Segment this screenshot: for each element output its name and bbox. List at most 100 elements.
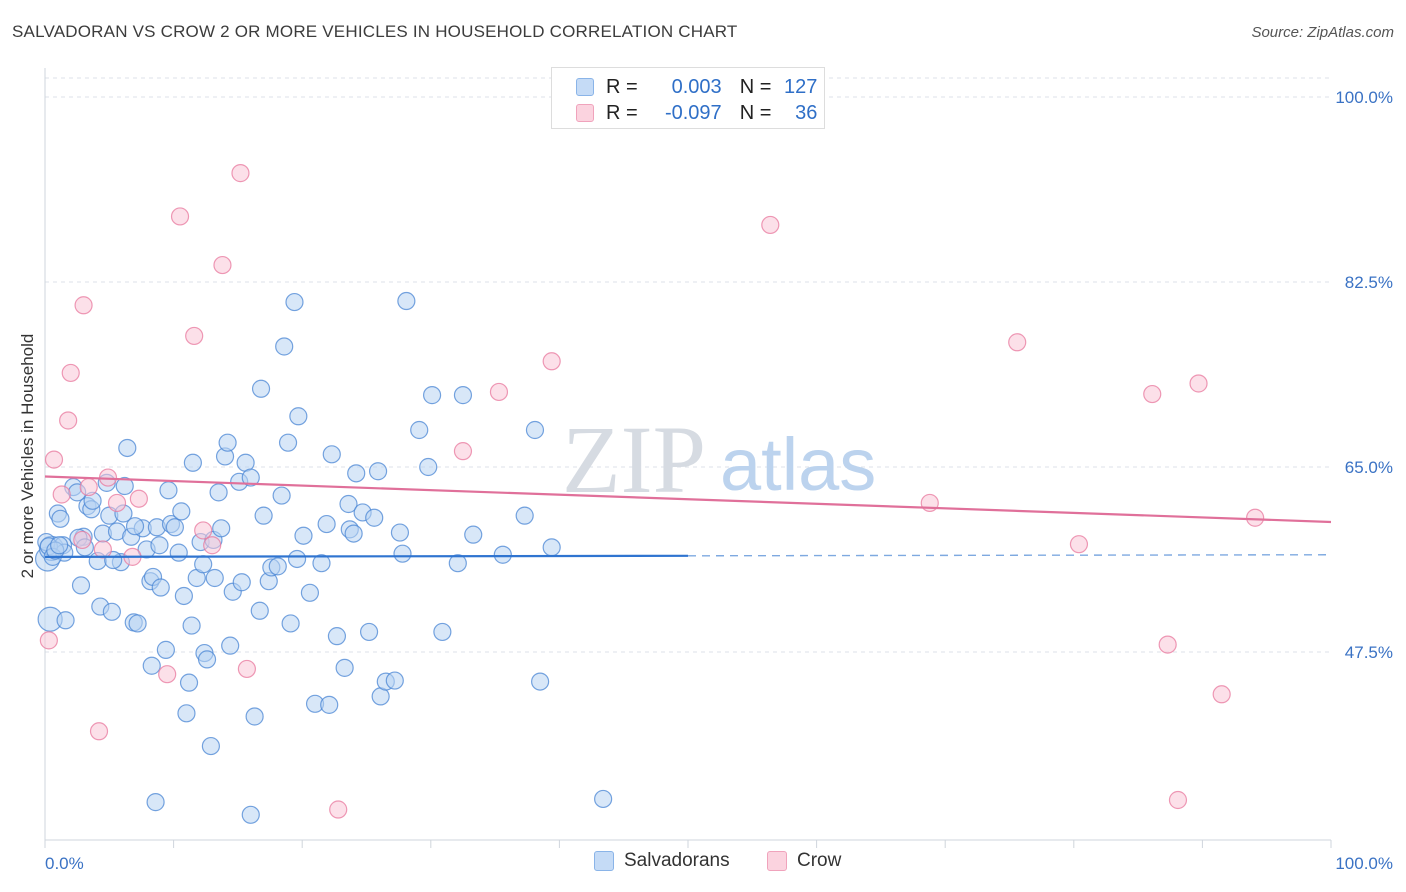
crow-point [194,521,213,540]
crow-point [185,326,204,346]
crow-point [74,296,93,315]
salvadorans-point [422,386,442,405]
salvadorans-point [531,672,550,691]
crow-point [89,722,109,741]
salvadorans-point [50,536,69,555]
legend-item-salvadorans[interactable]: Salvadorans [594,850,730,872]
salvadorans-point [209,483,228,502]
salvadorans-point [254,506,273,525]
crow-point [1189,374,1208,393]
salvadorans-point [183,453,202,472]
crow-point [237,659,257,679]
crow-point [73,530,92,550]
crow-point [1212,685,1231,704]
crow-point [59,411,78,430]
salvadorans-swatch [576,78,594,96]
source-label: Source: ZipAtlas.com [1251,24,1394,41]
salvadorans-point [194,555,213,574]
crow-point [1168,790,1188,810]
legend-item-crow[interactable]: Crow [767,850,841,872]
crow-point [170,207,190,226]
salvadorans-point [218,433,237,452]
crow-point [203,536,222,555]
crow-point [39,631,58,650]
salvadorans-point [365,508,384,527]
grid-lines [45,77,1331,653]
salvadorans-point [71,576,91,595]
n-label: N = [739,101,772,124]
axes [44,68,1332,848]
crow-swatch [576,104,594,122]
salvadorans-point [251,379,271,398]
salvadorans-point [359,622,379,642]
salvadorans-trend-extension [687,554,1332,557]
crow-point [761,215,780,235]
salvadorans-point [393,544,412,563]
salvadorans-point [347,464,366,483]
salvadorans-point [245,707,264,726]
salvadorans-point [464,525,483,544]
legend-label-crow: Crow [797,850,842,871]
salvadorans-point [320,695,339,714]
n-value: 127 [784,75,818,98]
salvadorans-point [317,514,336,534]
bottom-legend: Salvadorans Crow [0,850,1406,878]
salvadorans-point [241,805,260,824]
crow-point [231,164,250,183]
salvadorans-point [182,616,201,635]
crow-point [1158,635,1177,654]
salvadorans-point [212,519,231,538]
salvadorans-point [159,481,178,500]
crow-point [93,540,112,559]
salvadorans-point [410,420,429,440]
r-label: R = [606,75,638,98]
salvadorans-point [344,524,363,543]
salvadorans-point [515,506,534,525]
salvadorans-point [397,291,416,311]
salvadorans-point [278,433,298,452]
salvadorans-point [453,386,473,405]
salvadorans-point [289,407,308,426]
salvadorans-point [493,545,512,564]
salvadorans-point [275,337,294,356]
salvadorans-point [300,583,320,602]
salvadorans-point [542,538,561,557]
crow-point [542,352,561,371]
salvadorans-point [368,462,388,481]
stats-row-crow: R = -0.097 N = 36 [576,100,817,126]
salvadorans-point [169,543,188,562]
salvadorans-point [179,673,199,692]
salvadorans-point [156,640,175,659]
y-tick-label: 82.5% [1345,273,1393,292]
crow-point [129,489,148,508]
x-tick-label-start: 0.0% [45,854,84,873]
salvadorans-point [272,486,291,505]
legend-label-salvadorans: Salvadorans [624,850,730,871]
crow-point [52,485,71,504]
salvadorans-point [174,586,193,606]
salvadorans-point [285,292,304,312]
crow-point [453,442,473,461]
salvadorans-point [146,793,165,812]
salvadorans-point [339,494,358,514]
salvadorans-point [241,468,260,487]
crow-point [1008,333,1027,352]
stats-legend: R = 0.003 N = 127 R = -0.097 N = 36 [551,67,825,129]
salvadorans-point [335,658,354,677]
salvadorans-point [56,611,75,630]
salvadorans-point [594,789,613,809]
salvadorans-point [205,568,224,588]
tick-labels: 100.0% 82.5% 65.0% 47.5% 0.0% 100.0% [45,88,1393,873]
crow-trend-line [44,475,1332,524]
salvadorans-point [385,671,404,690]
salvadorans-point [525,420,545,440]
salvadorans-point [419,457,438,477]
salvadorans-point [201,736,220,756]
salvadorans-point [115,476,134,496]
crow-point [79,477,98,497]
trend-lines [44,475,1332,558]
salvadorans-point [448,554,467,573]
watermark-atlas: atlas [720,423,876,506]
salvadorans-point [327,627,347,646]
